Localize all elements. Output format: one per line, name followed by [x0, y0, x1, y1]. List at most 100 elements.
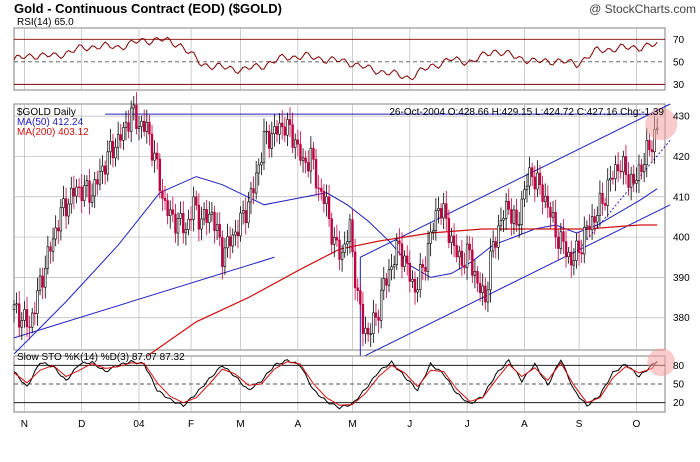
- candle-body: [601, 192, 604, 204]
- candle-body: [236, 231, 240, 237]
- candle-body: [320, 187, 323, 192]
- candle-body: [189, 218, 193, 221]
- rsi-panel: 70 50 30: [13, 27, 685, 91]
- candle-body: [62, 198, 65, 208]
- candle-body: [356, 287, 359, 291]
- candle-body: [283, 126, 287, 136]
- candle-body: [398, 240, 401, 245]
- candle-body: [413, 278, 417, 293]
- candle-body: [38, 275, 42, 291]
- candle-body: [129, 107, 133, 132]
- candle-body: [210, 211, 214, 215]
- stochastics-tick-label-80: 80: [673, 361, 685, 372]
- candle-body: [541, 184, 544, 202]
- channel-lower-line: [360, 204, 671, 359]
- candle-body: [385, 278, 388, 286]
- rsi-tick-label-30: 30: [673, 80, 685, 91]
- candle-body: [28, 326, 31, 328]
- candle-body: [458, 250, 461, 258]
- candle-body: [215, 224, 219, 231]
- candle-body: [333, 237, 336, 245]
- x-axis: N D 04 F M A M J J A S O: [21, 419, 641, 430]
- candle-body: [327, 196, 331, 219]
- candle-body: [218, 224, 221, 238]
- stochastics-tick-label-50: 50: [673, 380, 685, 391]
- candle-body: [598, 192, 602, 216]
- candle-body: [473, 271, 477, 276]
- ohlc-readout: 26-Oct-2004 O:428.66 H:429.15 L:424.72 C…: [389, 107, 664, 118]
- candle-body: [400, 243, 404, 267]
- candle-body: [577, 240, 581, 253]
- candle-body: [156, 152, 159, 160]
- price-panel: 430 420 410 400 390 380: [12, 92, 690, 359]
- x-tick-label-4: M: [236, 419, 244, 430]
- candle-body: [44, 268, 47, 288]
- candle-body: [567, 251, 570, 258]
- candle-body: [330, 218, 333, 245]
- candle-body: [106, 151, 109, 175]
- candle-body: [213, 211, 216, 231]
- candle-body: [299, 143, 302, 161]
- price-tick-label-430: 430: [673, 112, 690, 123]
- candle-body: [109, 141, 112, 153]
- candle-body: [426, 243, 430, 272]
- candle-body: [536, 172, 539, 190]
- candle-body: [257, 164, 260, 174]
- candle-body: [549, 206, 552, 218]
- candle-body: [296, 139, 300, 145]
- x-tick-label-9: A: [521, 419, 528, 430]
- candle-body: [77, 186, 81, 189]
- candle-body: [564, 241, 568, 258]
- candle-body: [570, 251, 573, 266]
- candle-body: [502, 218, 505, 221]
- candle-body: [184, 229, 188, 234]
- candle-body: [15, 303, 18, 306]
- candle-body: [520, 198, 523, 225]
- candle-body: [515, 209, 518, 226]
- ma200-label: MA(200) 403.12: [17, 127, 89, 138]
- candle-body: [583, 227, 586, 255]
- candle-body: [424, 267, 427, 272]
- candle-body: [174, 213, 177, 234]
- candle-body: [463, 265, 466, 268]
- candle-body: [575, 240, 578, 261]
- candle-body: [241, 210, 245, 214]
- candle-body: [158, 158, 162, 192]
- candle-body: [127, 122, 130, 132]
- candle-body: [85, 180, 89, 186]
- candle-body: [557, 236, 560, 249]
- candle-body: [611, 177, 615, 180]
- candle-body: [200, 218, 203, 230]
- x-tick-label-7: J: [407, 419, 412, 430]
- candle-body: [57, 227, 60, 232]
- x-tick-label-8: J: [465, 419, 470, 430]
- price-tick-label-390: 390: [673, 273, 690, 284]
- price-tick-label-420: 420: [673, 152, 690, 163]
- candle-body: [364, 327, 367, 334]
- channel-upper-line: [360, 103, 671, 258]
- candle-body: [379, 289, 383, 321]
- candle-body: [486, 289, 490, 303]
- candle-body: [150, 133, 154, 161]
- candle-body: [411, 278, 414, 282]
- candle-body: [135, 104, 138, 129]
- candle-body: [429, 231, 432, 244]
- candle-body: [262, 131, 266, 163]
- candle-body: [499, 219, 503, 227]
- candle-body: [124, 122, 128, 128]
- rsi-tick-label-70: 70: [673, 35, 685, 46]
- candle-body: [83, 185, 86, 201]
- candle-body: [31, 312, 34, 328]
- candle-body: [340, 251, 344, 260]
- candle-body: [335, 237, 339, 241]
- stochastics-tick-label-20: 20: [673, 398, 685, 409]
- candle-body: [434, 210, 438, 232]
- candle-body: [562, 231, 565, 242]
- candle-body: [171, 209, 175, 215]
- candle-body: [41, 275, 44, 288]
- candle-body: [445, 203, 448, 219]
- candle-body: [49, 246, 52, 252]
- candle-body: [145, 121, 149, 132]
- candle-body: [119, 134, 122, 141]
